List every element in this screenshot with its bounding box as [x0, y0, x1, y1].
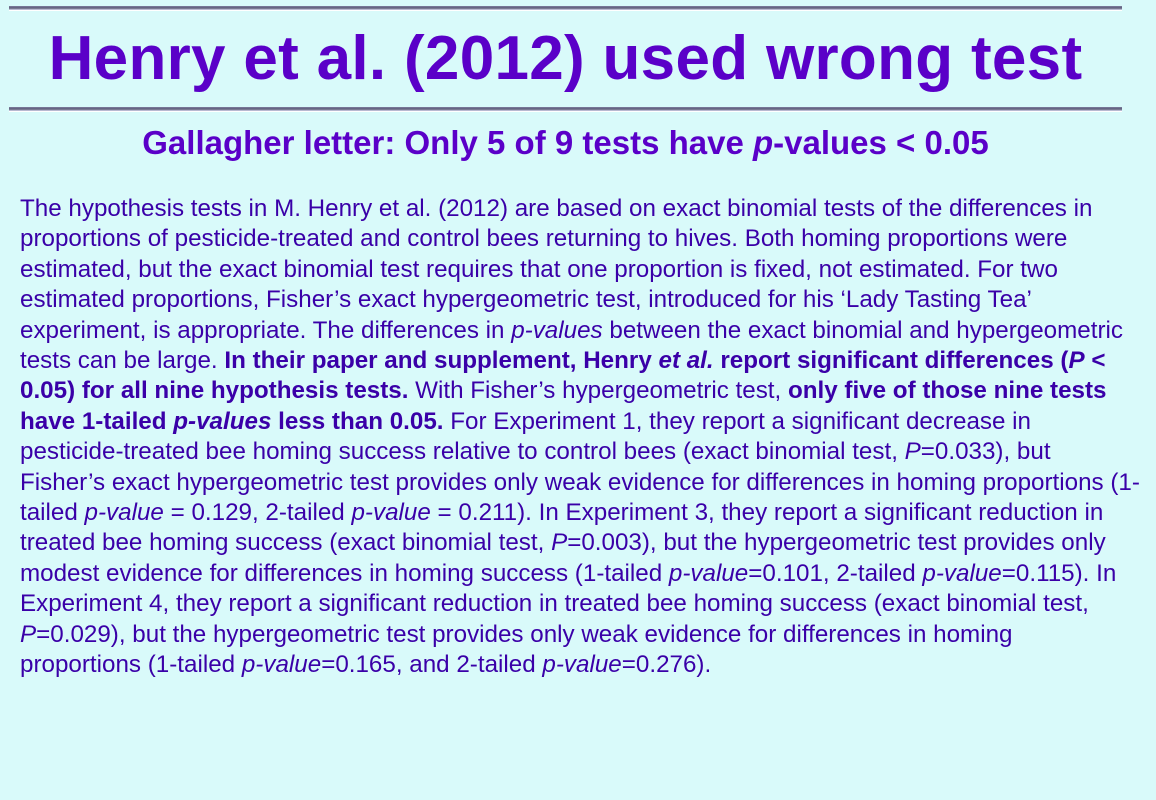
title-bottom-rule: [9, 107, 1122, 111]
subtitle-italic-p: p: [752, 124, 774, 161]
paragraph-run-italic: P: [20, 620, 37, 648]
paragraph-run-italic: p-value: [542, 651, 622, 679]
paragraph-run-normal: =0.003), but the hypergeometric test pro…: [20, 529, 1106, 587]
paragraph-run-italic: p-value: [922, 559, 1002, 587]
paragraph-run-bold: report significant differences (: [713, 347, 1069, 375]
paragraph-run-normal: With Fisher’s hypergeometric test,: [408, 377, 788, 405]
paragraph-run-bold: less than 0.05.: [271, 407, 444, 435]
paragraph-run-bold: < 0.05) for all nine hypothesis tests.: [20, 347, 1106, 405]
slide-subtitle: Gallagher letter: Only 5 of 9 tests have…: [9, 121, 1122, 165]
paragraph-run-normal: =0.033), but Fisher’s exact hypergeometr…: [20, 438, 1140, 527]
paragraph-run-italic: p-value: [351, 499, 431, 527]
title-top-rule: [9, 6, 1122, 10]
paragraph-run-italic: p-value: [668, 559, 749, 587]
subtitle-suffix: -values < 0.05: [773, 124, 989, 161]
subtitle-prefix: Gallagher letter: Only 5 of 9 tests have: [142, 124, 753, 161]
paragraph-run-bold-italic: et al.: [658, 347, 714, 375]
paragraph-run-normal: =0.276).: [621, 651, 712, 679]
paragraph-run-italic: P: [904, 438, 921, 466]
paragraph-run-normal: For Experiment 1, they report a signific…: [20, 407, 1032, 466]
paragraph-run-normal: = 0.211). In Experiment 3, they report a…: [20, 499, 1104, 557]
paragraph-run-italic: P: [551, 529, 568, 557]
paragraph-run-normal: The hypothesis tests in M. Henry et al. …: [20, 195, 1093, 344]
paragraph-run-italic: p-value: [241, 651, 322, 679]
body-paragraph: The hypothesis tests in M. Henry et al. …: [20, 194, 1140, 681]
paragraph-run-bold-italic: p-values: [173, 407, 272, 435]
paragraph-run-italic: p-values: [511, 316, 603, 344]
paragraph-run-italic: p-value: [84, 499, 164, 527]
paragraph-run-normal: =0.101, 2-tailed: [748, 559, 923, 587]
paragraph-run-bold-italic: P: [1068, 347, 1085, 375]
paragraph-run-bold: In their paper and supplement, Henry: [224, 347, 659, 375]
paragraph-run-normal: = 0.129, 2-tailed: [163, 499, 352, 527]
paragraph-run-normal: between the exact binomial and hypergeom…: [20, 316, 1123, 375]
paragraph-run-normal: =0.165, and 2-tailed: [321, 651, 543, 679]
paragraph-run-normal: =0.115). In Experiment 4, they report a …: [20, 559, 1117, 618]
paragraph-run-normal: =0.029), but the hypergeometric test pro…: [20, 620, 1013, 679]
paragraph-run-bold: only five of those nine tests have 1-tai…: [20, 377, 1107, 435]
slide-title: Henry et al. (2012) used wrong test: [48, 24, 1083, 93]
